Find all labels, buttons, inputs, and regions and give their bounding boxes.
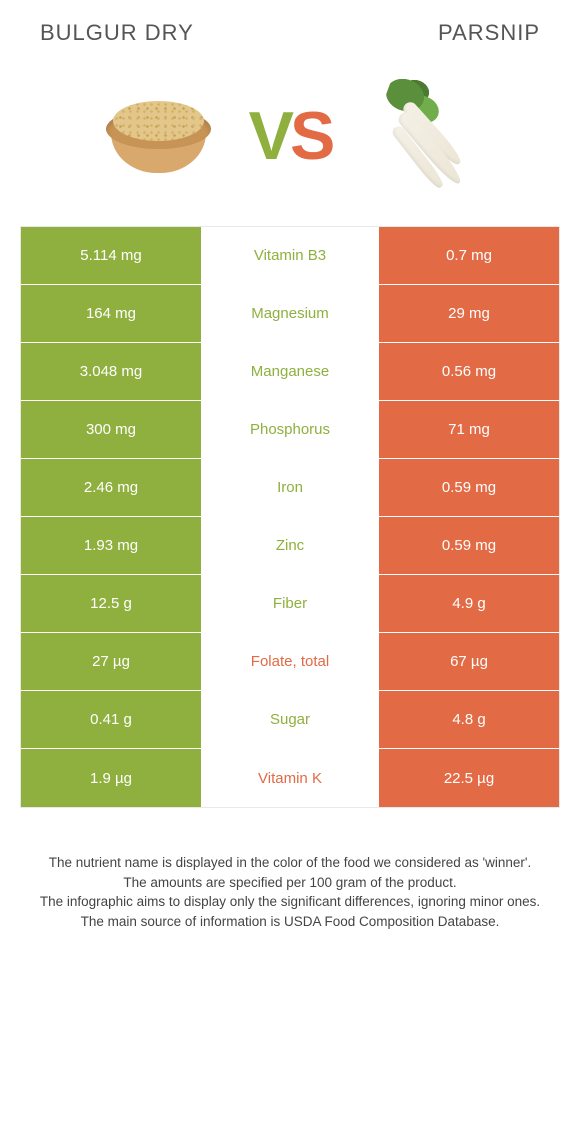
footnotes: The nutrient name is displayed in the co… [0,808,580,931]
bulgur-image [94,81,224,191]
left-value-cell: 1.93 mg [21,517,201,574]
left-value-cell: 0.41 g [21,691,201,748]
right-value-cell: 4.9 g [379,575,559,632]
table-row: 2.46 mgIron0.59 mg [21,459,559,517]
table-row: 27 µgFolate, total67 µg [21,633,559,691]
nutrient-label-cell: Zinc [201,517,379,574]
right-food-title: Parsnip [438,20,540,46]
bowl-icon [101,91,216,181]
table-row: 1.93 mgZinc0.59 mg [21,517,559,575]
vs-v: V [249,97,290,175]
right-value-cell: 4.8 g [379,691,559,748]
left-food-title: Bulgur dry [40,20,194,46]
vs-label: VS [249,97,332,175]
table-row: 164 mgMagnesium29 mg [21,285,559,343]
left-value-cell: 27 µg [21,633,201,690]
nutrient-table: 5.114 mgVitamin B30.7 mg164 mgMagnesium2… [20,226,560,808]
table-row: 12.5 gFiber4.9 g [21,575,559,633]
table-row: 3.048 mgManganese0.56 mg [21,343,559,401]
footnote-line: The infographic aims to display only the… [35,892,545,912]
right-value-cell: 0.59 mg [379,459,559,516]
left-value-cell: 300 mg [21,401,201,458]
nutrient-label-cell: Fiber [201,575,379,632]
hero: VS [0,56,580,226]
nutrient-label-cell: Iron [201,459,379,516]
right-value-cell: 0.56 mg [379,343,559,400]
nutrient-label-cell: Folate, total [201,633,379,690]
right-value-cell: 67 µg [379,633,559,690]
left-value-cell: 1.9 µg [21,749,201,807]
nutrient-label-cell: Magnesium [201,285,379,342]
right-value-cell: 22.5 µg [379,749,559,807]
nutrient-label-cell: Manganese [201,343,379,400]
right-value-cell: 0.7 mg [379,227,559,284]
nutrient-label-cell: Vitamin B3 [201,227,379,284]
right-value-cell: 71 mg [379,401,559,458]
left-value-cell: 164 mg [21,285,201,342]
left-value-cell: 3.048 mg [21,343,201,400]
table-row: 1.9 µgVitamin K22.5 µg [21,749,559,807]
left-value-cell: 12.5 g [21,575,201,632]
right-value-cell: 29 mg [379,285,559,342]
footnote-line: The nutrient name is displayed in the co… [35,853,545,873]
right-value-cell: 0.59 mg [379,517,559,574]
nutrient-label-cell: Phosphorus [201,401,379,458]
parsnip-image [356,81,486,191]
header: Bulgur dry Parsnip [0,0,580,56]
left-value-cell: 2.46 mg [21,459,201,516]
parsnip-icon [341,62,501,210]
vs-s: S [290,97,331,175]
table-row: 300 mgPhosphorus71 mg [21,401,559,459]
table-row: 0.41 gSugar4.8 g [21,691,559,749]
footnote-line: The amounts are specified per 100 gram o… [35,873,545,893]
table-row: 5.114 mgVitamin B30.7 mg [21,227,559,285]
footnote-line: The main source of information is USDA F… [35,912,545,932]
nutrient-label-cell: Sugar [201,691,379,748]
nutrient-label-cell: Vitamin K [201,749,379,807]
left-value-cell: 5.114 mg [21,227,201,284]
